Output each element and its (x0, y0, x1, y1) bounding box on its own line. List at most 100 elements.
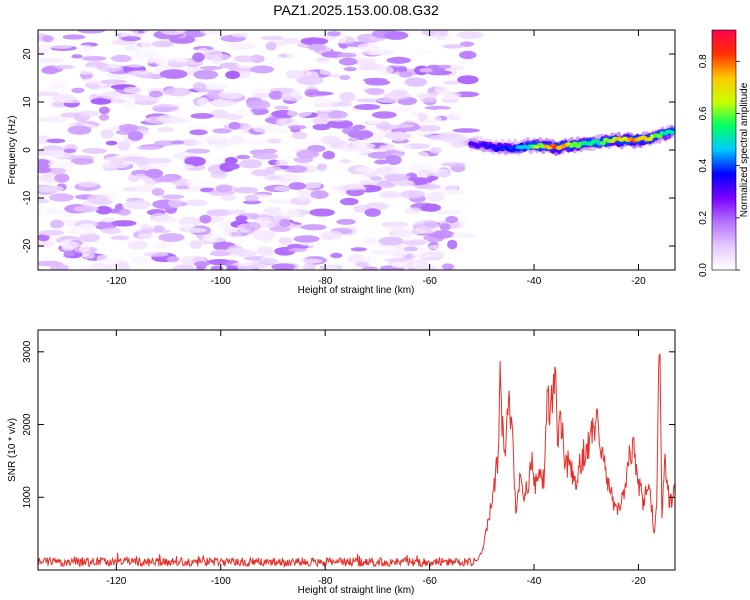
spectrogram-noise-patch (226, 163, 240, 170)
spectrogram-noise-patch (450, 201, 469, 209)
spectrogram-noise-patch (132, 52, 160, 63)
spectrogram-noise-patch (433, 210, 461, 215)
spectrogram-noise-patch (233, 109, 254, 117)
spectrogram-noise-patch (145, 168, 164, 179)
spectrogram-noise-patch (192, 52, 205, 63)
spectrogram-noise-patch (253, 93, 271, 99)
spectrogram-noise-patch (438, 64, 451, 69)
spectrogram-noise-patch (300, 224, 327, 231)
spectrogram-noise-patch (110, 235, 130, 241)
spectrogram-noise-patch (400, 189, 425, 199)
spectrogram-noise-patch (83, 253, 96, 259)
snr-y-tick-label: 1000 (22, 486, 33, 509)
spectrogram-noise-patch (193, 69, 219, 80)
spectrogram-noise-patch (60, 241, 80, 250)
spectrogram-noise-patch (38, 167, 52, 174)
spectrogram-noise-patch (443, 80, 461, 85)
spectrogram-noise-patch (363, 225, 377, 234)
spectrogram-noise-patch (453, 110, 474, 120)
spectrogram-noise-patch (118, 124, 139, 132)
spectrogram-noise-patch (322, 150, 336, 160)
spectrogram-noise-patch (312, 123, 331, 131)
spectrogram-noise-patch (396, 181, 416, 187)
spectrogram-noise-patch (339, 159, 351, 164)
spectrogram-noise-patch (186, 124, 208, 131)
spectrogram-noise-patch (49, 202, 62, 208)
spectrogram-noise-patch (111, 170, 130, 178)
spectrogram-noise-patch (77, 30, 106, 34)
spectrogram-noise-patch (367, 119, 382, 124)
spectrogram-noise-patch (429, 147, 442, 154)
spectrogram-noise-patch (441, 263, 454, 270)
spectrogram-noise-patch (329, 73, 341, 78)
spectrogram-noise-patch (320, 230, 344, 240)
spectrogram-noise-patch (372, 111, 397, 119)
spectrogram-noise-patch (403, 246, 418, 252)
spectrogram-noise-patch (376, 124, 402, 130)
spectrogram-noise-patch (123, 86, 143, 94)
spectrogram-noise-patch (445, 216, 459, 224)
spectrogram-noise-patch (296, 149, 320, 159)
spectrogram-noise-patch (122, 93, 133, 103)
spectrogram-noise-patch (288, 125, 307, 130)
spectrogram-noise-patch (100, 129, 115, 139)
snr-x-tick-label: -120 (106, 576, 126, 587)
spectrogram-noise-patch (345, 178, 363, 184)
spectrogram-noise-patch (228, 235, 248, 245)
spectrogram-noise-patch (346, 188, 365, 197)
spectrogram-noise-patch (133, 156, 152, 166)
spectrogram-noise-patch (63, 148, 77, 153)
spectrogram-noise-patch (341, 184, 365, 191)
spectrogram-noise-patch (288, 182, 307, 190)
spectrogram-noise-patch (158, 233, 185, 242)
spectrogram-noise-patch (38, 233, 50, 242)
spectrogram-noise-patch (49, 133, 61, 138)
snr-ticks: -120 -100 -80 -60 -40 -20 1000 2000 3000 (22, 330, 675, 587)
spectrogram-noise-patch (268, 210, 282, 215)
spectrogram-noise-patch (192, 82, 207, 92)
spectrogram-noise-patch (339, 74, 351, 81)
spectrogram-noise-patch (206, 90, 225, 100)
spectrogram-noise-patch (350, 247, 368, 252)
spectrogram-signal-ridge (468, 124, 675, 156)
spectrogram-noise-patch (155, 58, 168, 67)
spectrogram-noise-patch (131, 255, 153, 265)
spectrogram-noise-patch (252, 230, 276, 240)
spectrogram-noise-patch (290, 146, 302, 152)
spectrogram-x-tick-label: -60 (422, 276, 437, 287)
spectrogram-noise-patch (194, 135, 207, 146)
spectrogram-noise-patch (424, 105, 451, 110)
spectrogram-noise-patch (98, 114, 110, 121)
spectrogram-noise-patch (428, 244, 447, 250)
spectrogram-noise-patch (290, 89, 302, 98)
spectrogram-noise-patch (343, 67, 357, 72)
spectrogram-noise-patch (286, 52, 303, 59)
spectrogram-noise-patch (456, 31, 484, 39)
spectrogram-noise-patch (383, 31, 409, 40)
spectrogram-noise-patch (96, 87, 112, 94)
spectrogram-noise-patch (100, 259, 120, 265)
spectrogram-noise-patch (293, 235, 320, 243)
spectrogram-noise-patch (422, 160, 436, 170)
spectrogram-noise-patch (134, 95, 160, 105)
spectrogram-noise-patch (268, 90, 284, 100)
spectrogram-noise-patch (127, 240, 148, 250)
spectrogram-noise-patch (78, 44, 94, 53)
spectrogram-noise-patch (38, 229, 65, 236)
spectrogram-noise-patch (71, 87, 85, 94)
spectrogram-noise-patch (98, 106, 110, 115)
spectrogram-noise-patch (110, 158, 125, 166)
spectrogram-noise-patch (226, 265, 239, 270)
spectrogram-noise-patch (252, 152, 279, 160)
spectrogram-noise-patch (300, 37, 329, 46)
spectrogram-noise-patch (338, 57, 358, 66)
spectrogram-x-axis-label: Height of straight line (km) (298, 285, 415, 296)
spectrogram-noise-patch (197, 97, 210, 107)
spectrogram-noise-patch (348, 253, 363, 263)
spectrogram-x-tick-label: -120 (106, 276, 126, 287)
spectrogram-noise-patch (250, 65, 274, 74)
spectrogram-noise-patch (428, 230, 455, 239)
spectrogram-noise-patch (48, 160, 75, 169)
spectrogram-noise-patch (321, 219, 332, 226)
spectrogram-noise-patch (249, 204, 272, 210)
